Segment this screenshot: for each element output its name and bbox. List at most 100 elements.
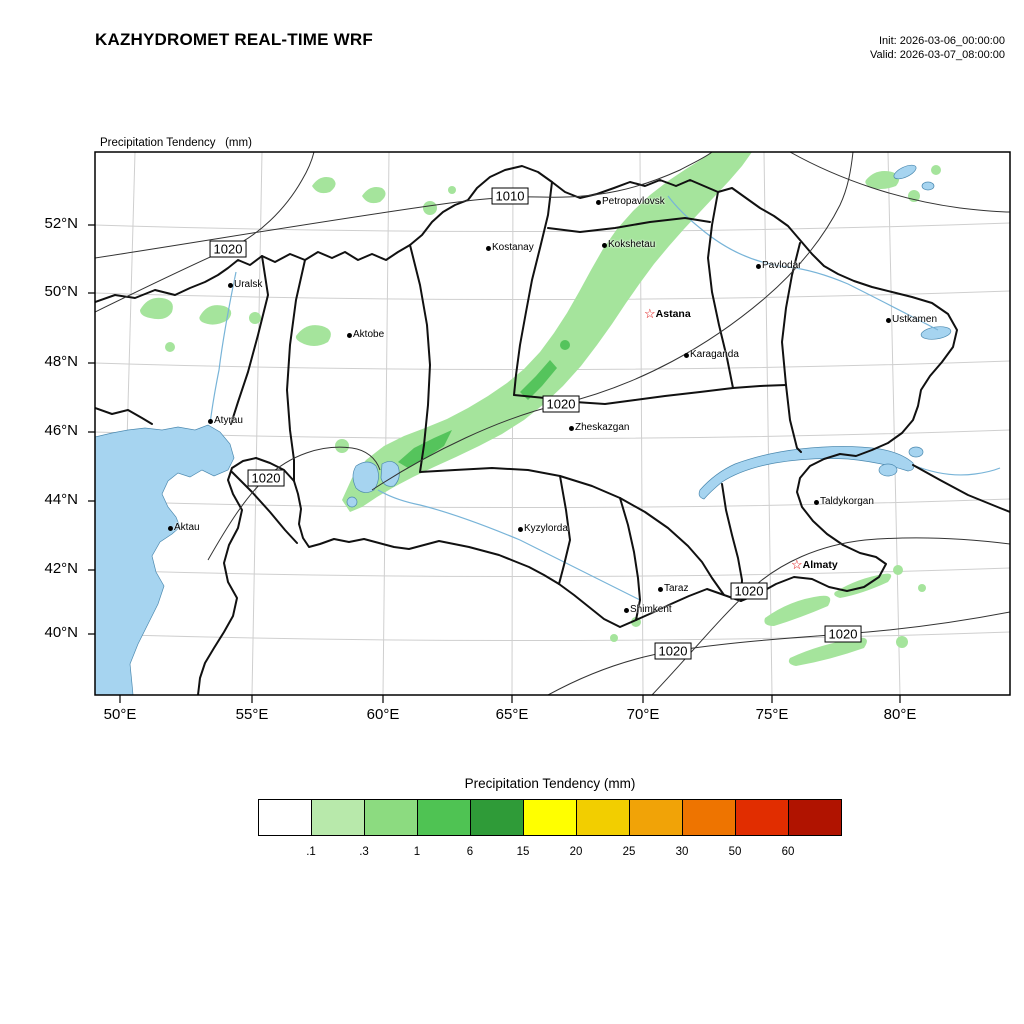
legend-color-swatch xyxy=(523,799,577,836)
precip-heavy-core xyxy=(398,430,452,468)
legend-color-swatch xyxy=(735,799,789,836)
oblast-boundary xyxy=(781,242,802,453)
city-label: Petropavlovsk xyxy=(602,196,665,207)
city-marker-uralsk: Uralsk xyxy=(228,279,262,291)
city-marker-shimkent: Shimkent xyxy=(624,604,672,616)
city-label: Kokshetau xyxy=(608,239,656,250)
city-marker-taraz: Taraz xyxy=(658,583,688,595)
city-label: Atyrau xyxy=(214,415,243,426)
legend-color-swatch xyxy=(788,799,842,836)
city-label: Ustkamen xyxy=(892,314,938,325)
legend-tick: 30 xyxy=(675,846,689,858)
city-dot-icon xyxy=(347,332,352,338)
city-label: Kostanay xyxy=(492,242,534,253)
legend-tick: .1 xyxy=(306,846,316,858)
legend-color-swatch xyxy=(470,799,524,836)
city-dot-icon xyxy=(486,245,491,251)
city-dot-icon xyxy=(658,586,663,592)
legend-color-swatch xyxy=(629,799,683,836)
isobar xyxy=(789,152,1010,213)
lat-label: 42°N xyxy=(44,560,78,577)
city-label: Astana xyxy=(655,307,691,320)
city-marker-aktau: Aktau xyxy=(168,522,200,534)
pressure-label: 1020 xyxy=(247,469,285,487)
pressure-label: 1020 xyxy=(824,625,862,643)
legend-title: Precipitation Tendency (mm) xyxy=(464,776,636,791)
legend-color-swatch xyxy=(311,799,365,836)
field-line-precip: Precipitation Tendency (mm) xyxy=(100,137,252,149)
city-marker-almaty: ☆ Almaty xyxy=(791,558,838,571)
city-marker-karaganda: Karaganda xyxy=(684,349,739,361)
legend-tick: 25 xyxy=(622,846,636,858)
city-marker-astana: ☆ Astana xyxy=(644,307,691,320)
legend-color-swatch xyxy=(417,799,471,836)
legend-color-swatch xyxy=(576,799,630,836)
city-dot-icon xyxy=(569,425,574,431)
city-dot-icon xyxy=(756,263,761,269)
river-ural xyxy=(209,271,237,425)
water-bodies xyxy=(95,164,952,695)
isobar-1020-southwest xyxy=(207,446,381,561)
lon-label: 65°E xyxy=(495,706,529,723)
river-syrdarya xyxy=(377,489,641,601)
lon-label: 60°E xyxy=(366,706,400,723)
rivers xyxy=(209,195,1001,601)
city-dot-icon xyxy=(624,607,629,613)
legend-tick: 6 xyxy=(466,846,474,858)
city-marker-pavlodar: Pavlodar xyxy=(756,260,801,272)
lake-zaysan xyxy=(920,326,952,340)
city-label: Shimkent xyxy=(630,604,672,615)
city-dot-icon xyxy=(208,418,213,424)
legend-color-swatch xyxy=(364,799,418,836)
legend-color-swatch xyxy=(258,799,312,836)
pressure-label: 1020 xyxy=(542,395,580,413)
city-dot-icon xyxy=(168,525,173,531)
city-marker-kokshetau: Kokshetau xyxy=(602,239,655,251)
precip-main-band xyxy=(342,152,752,512)
caspian-sea xyxy=(95,424,235,695)
city-marker-ustkamen: Ustkamen xyxy=(886,314,937,326)
city-dot-icon xyxy=(602,242,607,248)
lat-label: 52°N xyxy=(44,215,78,232)
oblast-boundary xyxy=(409,244,431,473)
city-dot-icon xyxy=(684,352,689,358)
isobar-1020-west xyxy=(95,152,315,313)
lat-label: 46°N xyxy=(44,422,78,439)
isobar-1020-center xyxy=(371,152,854,491)
river-irtysh xyxy=(667,195,939,331)
city-marker-aktobe: Aktobe xyxy=(347,329,384,341)
oblast-boundary xyxy=(230,255,269,425)
city-dot-icon xyxy=(596,199,601,205)
city-label: Aktau xyxy=(174,522,200,533)
pressure-label: 1020 xyxy=(654,642,692,660)
oblast-boundary xyxy=(558,475,571,585)
axis-ticks xyxy=(88,224,901,703)
pressure-label: 1010 xyxy=(491,187,529,205)
river-ili xyxy=(912,464,1001,476)
isobar-1020-south xyxy=(547,611,1010,695)
city-dot-icon xyxy=(228,282,233,288)
page-title: KAZHYDROMET REAL-TIME WRF xyxy=(95,30,373,49)
oblast-boundary xyxy=(231,471,298,544)
legend-tick: .3 xyxy=(359,846,369,858)
lon-label: 70°E xyxy=(626,706,660,723)
oblast-boundary xyxy=(513,181,553,396)
legend-tick: 50 xyxy=(728,846,742,858)
legend-tick: 60 xyxy=(781,846,795,858)
pressure-label: 1020 xyxy=(209,240,247,258)
lake-alakol xyxy=(878,463,898,477)
aral-sea xyxy=(352,461,379,493)
legend-tick: 1 xyxy=(413,846,421,858)
capital-star-icon: ☆ xyxy=(791,557,803,572)
lat-label: 48°N xyxy=(44,353,78,370)
city-marker-petropavlovsk: Petropavlovsk xyxy=(596,196,665,208)
city-dot-icon xyxy=(814,499,819,505)
init-time: Init: 2026-03-06_00:00:00 xyxy=(879,35,1005,47)
city-marker-kyzylorda: Kyzylorda xyxy=(518,523,568,535)
oblast-boundary xyxy=(707,191,734,389)
oblast-boundary xyxy=(619,497,641,621)
city-label: Taldykorgan xyxy=(820,496,874,507)
lon-label: 75°E xyxy=(755,706,789,723)
isobar-1020-south xyxy=(651,537,1010,695)
